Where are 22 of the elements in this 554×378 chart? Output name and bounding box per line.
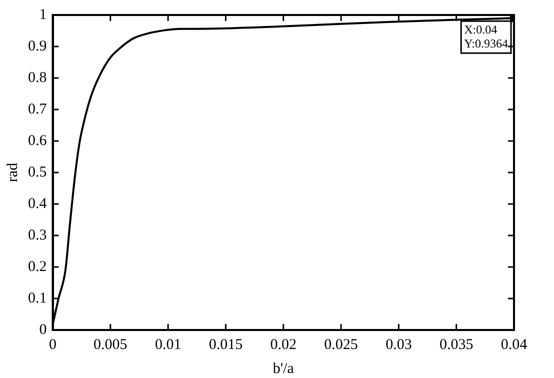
annotation: X:0.04 Y:0.9364: [464, 22, 508, 50]
x-tick-label: 0.01: [154, 336, 182, 353]
x-tick-label: 0.015: [208, 336, 243, 353]
x-tick-label: 0.04: [500, 336, 528, 353]
y-tick-label: 0.9: [28, 38, 47, 54]
y-tick-label: 0.1: [28, 290, 47, 306]
y-axis-title: rad: [4, 162, 21, 182]
x-tick-label: 0.03: [386, 336, 412, 353]
x-tick-label: 0.02: [270, 336, 296, 353]
y-tick-label: 0.6: [28, 132, 48, 149]
y-tick-label: 0: [39, 322, 47, 338]
y-tick-label: 0.7: [28, 101, 48, 118]
x-tick-label: 0.025: [324, 336, 358, 353]
y-tick-label: 0.3: [28, 227, 47, 244]
y-tick-label: 0.5: [28, 164, 47, 180]
x-tick-label: 0.005: [94, 336, 128, 353]
y-tick-label: 0.2: [28, 258, 47, 275]
y-tick-label: 0.8: [28, 70, 47, 86]
y-tick-label: 0.4: [28, 196, 48, 212]
y-tick-label: 1: [39, 6, 47, 23]
x-tick-label: 0.035: [439, 336, 474, 353]
x-axis-title: b'/a: [272, 360, 294, 377]
